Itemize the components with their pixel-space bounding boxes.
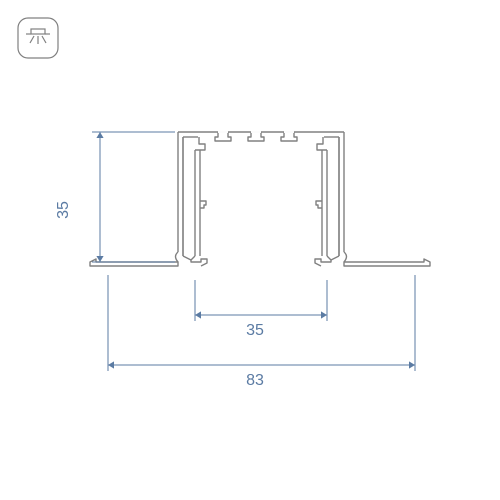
profile-section <box>90 132 430 266</box>
dim-height: 35 <box>55 201 72 219</box>
technical-drawing: 35 35 83 <box>0 0 500 500</box>
dim-width-inner: 35 <box>246 322 264 339</box>
dimensions: 35 35 83 <box>55 132 415 389</box>
downlight-icon <box>18 18 58 58</box>
dim-width-outer: 83 <box>246 372 264 389</box>
